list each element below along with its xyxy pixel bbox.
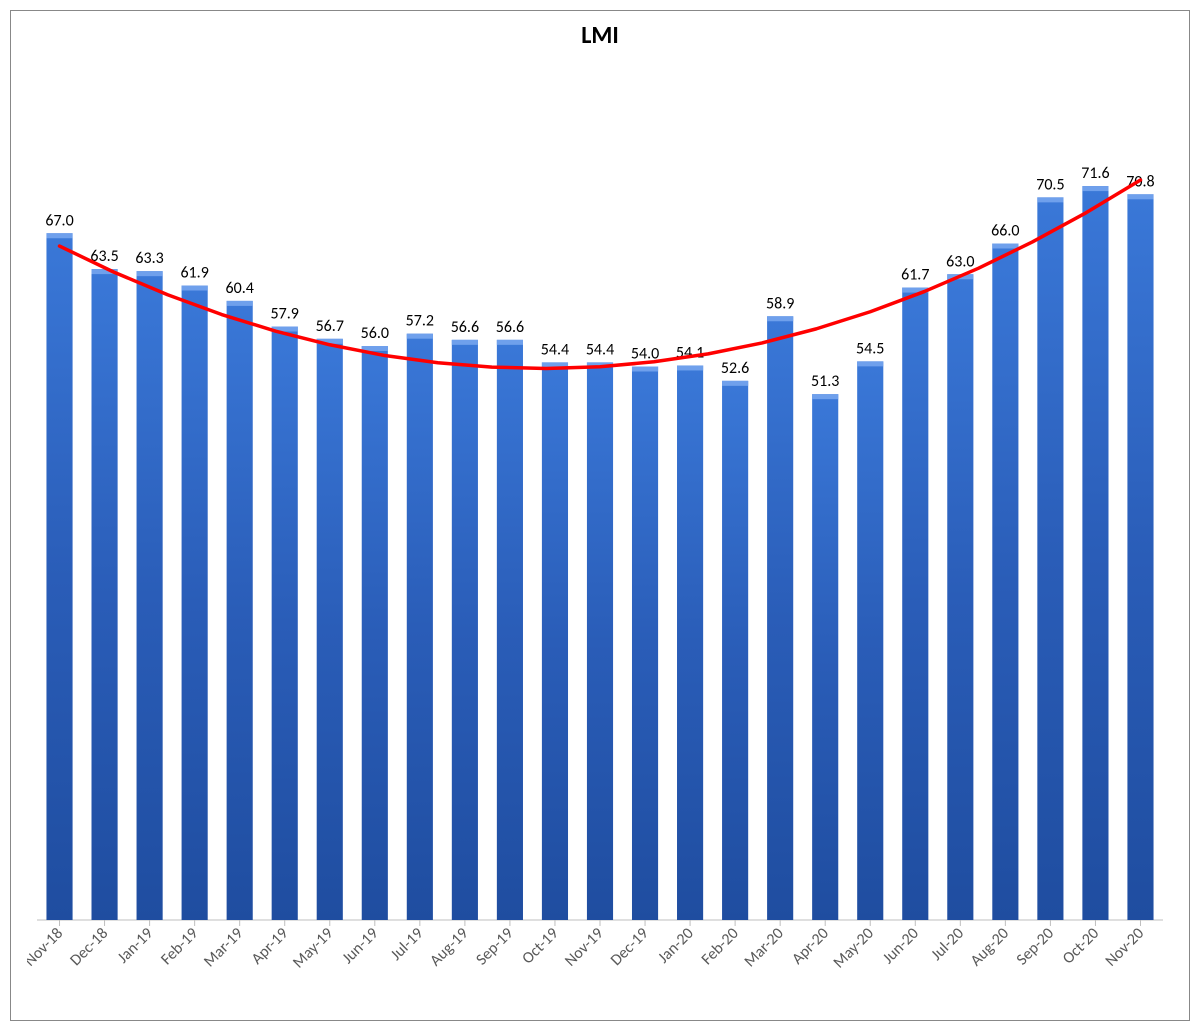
bar-top-bevel [452, 340, 478, 345]
x-tick-label: Jul-19 [387, 924, 428, 965]
bar [587, 362, 613, 920]
bar-top-bevel [812, 394, 838, 399]
x-tick-label: Aug-19 [426, 924, 472, 970]
data-label: 71.6 [1081, 164, 1109, 183]
data-label: 60.4 [225, 279, 253, 298]
data-label: 51.3 [811, 372, 839, 391]
bar [947, 274, 973, 920]
x-tick-label: Dec-19 [607, 924, 653, 970]
x-tick-label: Dec-18 [66, 924, 112, 970]
bar [1037, 197, 1063, 920]
data-label: 58.9 [766, 294, 794, 313]
bar-top-bevel [1037, 197, 1063, 202]
bar-top-bevel [227, 301, 253, 306]
x-tick-label: Oct-19 [518, 924, 562, 968]
bar [452, 340, 478, 920]
x-tick-label: Apr-20 [788, 924, 832, 968]
bar-top-bevel [767, 316, 793, 321]
bar [857, 361, 883, 920]
bar [677, 365, 703, 920]
bar-top-bevel [992, 244, 1018, 249]
bar [182, 286, 208, 920]
bar [497, 340, 523, 920]
data-label: 57.9 [271, 305, 299, 324]
bar-top-bevel [1127, 194, 1153, 199]
x-tick-label: Feb-19 [157, 924, 202, 969]
x-tick-label: Sep-20 [1013, 924, 1058, 969]
data-label: 66.0 [991, 222, 1019, 241]
plot-area: 67.0Nov-1863.5Dec-1863.3Jan-1961.9Feb-19… [27, 60, 1173, 1010]
x-tick-label: Jan-19 [114, 924, 157, 967]
bar [46, 233, 72, 920]
x-tick-label: Jun-19 [338, 924, 382, 968]
bar-top-bevel [632, 367, 658, 372]
x-tick-label: Jun-20 [879, 924, 923, 968]
data-label: 67.0 [45, 211, 73, 230]
x-tick-label: Sep-19 [472, 924, 517, 969]
data-label: 54.4 [586, 340, 614, 359]
x-tick-label: Feb-20 [698, 924, 743, 969]
chart-title: LMI [27, 21, 1173, 50]
data-label: 70.5 [1036, 175, 1064, 194]
bar [407, 334, 433, 920]
bar [632, 367, 658, 921]
bar [272, 327, 298, 920]
data-label: 52.6 [721, 359, 749, 378]
x-tick-label: Nov-18 [27, 924, 67, 970]
chart-outer-frame: LMI 67.0Nov-1863.5Dec-1863.3Jan-1961.9Fe… [0, 0, 1200, 1031]
bar [902, 288, 928, 920]
data-label: 63.0 [946, 252, 974, 271]
bar [992, 244, 1018, 921]
data-label: 54.5 [856, 339, 884, 358]
x-tick-label: Nov-20 [1102, 924, 1148, 970]
bar [722, 381, 748, 920]
x-tick-label: Mar-20 [741, 924, 788, 971]
x-tick-label: May-19 [289, 924, 337, 972]
bar-top-bevel [182, 286, 208, 291]
data-label: 57.2 [406, 312, 434, 331]
bar [1082, 186, 1108, 920]
bar-top-bevel [722, 381, 748, 386]
data-label: 54.4 [541, 340, 569, 359]
bar [227, 301, 253, 920]
chart-svg: 67.0Nov-1863.5Dec-1863.3Jan-1961.9Feb-19… [27, 60, 1173, 1010]
x-tick-label: Jan-20 [654, 924, 697, 967]
data-label: 56.6 [496, 318, 524, 337]
data-label: 61.9 [180, 264, 208, 283]
data-label: 56.0 [361, 324, 389, 343]
bar-top-bevel [1082, 186, 1108, 191]
bar [812, 394, 838, 920]
data-label: 63.3 [135, 249, 163, 268]
bar [362, 346, 388, 920]
data-label: 56.6 [451, 318, 479, 337]
x-tick-label: Oct-20 [1059, 924, 1103, 968]
data-label: 61.7 [901, 266, 929, 285]
bar [317, 339, 343, 920]
bar-top-bevel [137, 271, 163, 276]
bar-top-bevel [407, 334, 433, 339]
chart-frame: LMI 67.0Nov-1863.5Dec-1863.3Jan-1961.9Fe… [10, 10, 1190, 1021]
bar [137, 271, 163, 920]
x-tick-label: Nov-19 [561, 924, 607, 970]
data-label: 56.7 [316, 317, 344, 336]
x-tick-label: Apr-19 [248, 924, 292, 968]
bar [767, 316, 793, 920]
bar-top-bevel [497, 340, 523, 345]
x-tick-label: May-20 [830, 924, 878, 972]
x-tick-label: Jul-20 [927, 924, 968, 965]
bar [542, 362, 568, 920]
bar-top-bevel [46, 233, 72, 238]
bar-top-bevel [857, 361, 883, 366]
bar [1127, 194, 1153, 920]
x-tick-label: Mar-19 [200, 924, 247, 971]
bar-top-bevel [677, 365, 703, 370]
x-tick-label: Aug-20 [967, 924, 1013, 970]
bar [91, 269, 117, 920]
